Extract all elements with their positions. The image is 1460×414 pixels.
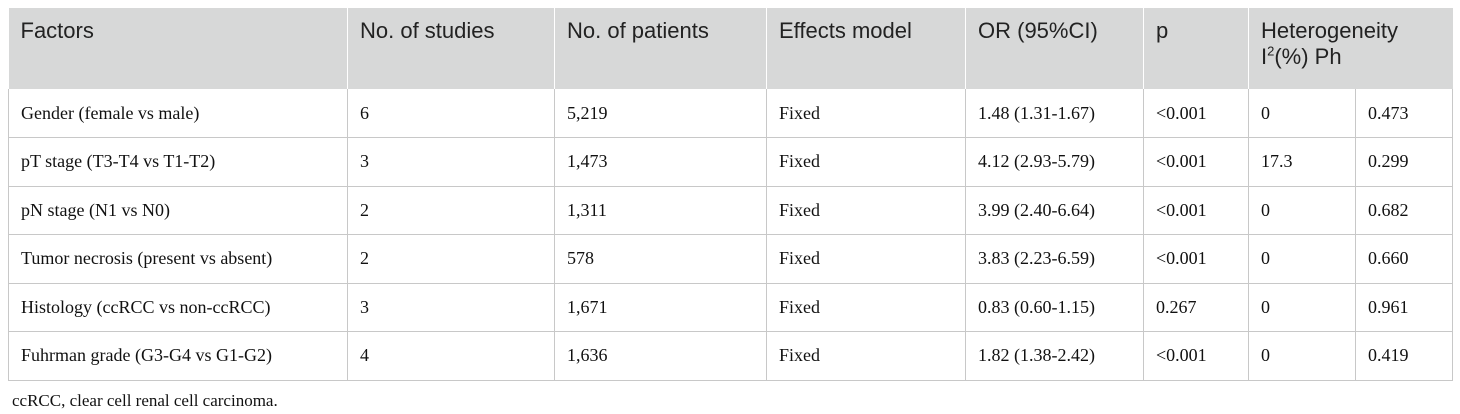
cell-effects-model: Fixed (766, 234, 966, 284)
cell-i2: 0 (1248, 234, 1356, 284)
i2-suffix: (%) Ph (1274, 44, 1342, 69)
cell-i2: 0 (1248, 331, 1356, 381)
cell-patients: 1,671 (554, 283, 767, 332)
cell-ph: 0.299 (1354, 137, 1454, 187)
cell-factor: Histology (ccRCC vs non-ccRCC) (8, 283, 348, 332)
cell-factor: Fuhrman grade (G3-G4 vs G1-G2) (8, 331, 348, 381)
cell-i2: 0 (1248, 283, 1356, 332)
table-row: Tumor necrosis (present vs absent) 2 578 Fi… (8, 234, 1454, 284)
table-row: Fuhrman grade (G3-G4 vs G1-G2) 4 1,636 Fixe… (8, 331, 1454, 381)
cell-ph: 0.682 (1354, 186, 1454, 235)
i2-prefix: I (1261, 44, 1268, 69)
cell-effects-model: Fixed (766, 137, 966, 187)
cell-or-ci: 1.82 (1.38-2.42) (965, 331, 1144, 381)
header-heterogeneity: Heterogeneity I2(%) Ph (1247, 8, 1453, 89)
header-patients: No. of patients (554, 8, 767, 89)
cell-or-ci: 1.48 (1.31-1.67) (965, 89, 1144, 138)
cell-or-ci: 3.99 (2.40-6.64) (965, 186, 1144, 235)
table-row: pT stage (T3-T4 vs T1-T2) 3 1,473 Fixed 4.12… (8, 137, 1454, 187)
cell-or-ci: 3.83 (2.23-6.59) (965, 234, 1144, 284)
heterogeneity-subheader: I2(%) Ph (1261, 44, 1441, 70)
cell-studies: 3 (347, 137, 555, 187)
cell-patients: 1,473 (554, 137, 767, 187)
cell-patients: 578 (554, 234, 767, 284)
cell-p-value: 0.267 (1143, 283, 1249, 332)
table-container: Factors No. of studies No. of patients E… (8, 8, 1454, 411)
cell-i2: 0 (1248, 186, 1356, 235)
cell-or-ci: 0.83 (0.60-1.15) (965, 283, 1144, 332)
table-row: Histology (ccRCC vs non-ccRCC) 3 1,671 Fixe… (8, 283, 1454, 332)
header-p: p (1143, 8, 1249, 89)
cell-studies: 2 (347, 186, 555, 235)
meta-analysis-table: Factors No. of studies No. of patients E… (8, 8, 1454, 381)
table-body: Gender (female vs male) 6 5,219 Fixed 1.48 (… (8, 89, 1454, 381)
header-studies: No. of studies (347, 8, 555, 89)
cell-studies: 4 (347, 331, 555, 381)
cell-patients: 5,219 (554, 89, 767, 138)
header-effects-model: Effects model (766, 8, 966, 89)
cell-ph: 0.961 (1354, 283, 1454, 332)
cell-ph: 0.419 (1354, 331, 1454, 381)
cell-factor: Gender (female vs male) (8, 89, 348, 138)
cell-studies: 3 (347, 283, 555, 332)
header-factors: Factors (20, 18, 94, 43)
header-row: Factors No. of studies No. of patients E… (8, 8, 1453, 89)
table-row: pN stage (N1 vs N0) 2 1,311 Fixed 3.99 (2.40… (8, 186, 1454, 235)
heterogeneity-title: Heterogeneity (1261, 18, 1398, 43)
cell-effects-model: Fixed (766, 283, 966, 332)
cell-studies: 2 (347, 234, 555, 284)
i2-superscript: 2 (1267, 43, 1275, 59)
cell-p-value: <0.001 (1143, 331, 1249, 381)
cell-p-value: <0.001 (1143, 186, 1249, 235)
cell-factor: pT stage (T3-T4 vs T1-T2) (8, 137, 348, 187)
cell-ph: 0.473 (1354, 89, 1454, 138)
cell-patients: 1,311 (554, 186, 767, 235)
cell-effects-model: Fixed (766, 331, 966, 381)
cell-factor: pN stage (N1 vs N0) (8, 186, 348, 235)
table-footnote: ccRCC, clear cell renal cell carcinoma. (12, 390, 278, 410)
cell-ph: 0.660 (1354, 234, 1454, 284)
header-or: OR (95%CI) (965, 8, 1144, 89)
cell-effects-model: Fixed (766, 186, 966, 235)
cell-i2: 0 (1248, 89, 1356, 138)
table-row: Gender (female vs male) 6 5,219 Fixed 1.48 (… (8, 89, 1454, 138)
cell-effects-model: Fixed (766, 89, 966, 138)
cell-patients: 1,636 (554, 331, 767, 381)
cell-or-ci: 4.12 (2.93-5.79) (965, 137, 1144, 187)
cell-studies: 6 (347, 89, 555, 138)
cell-i2: 17.3 (1248, 137, 1356, 187)
cell-p-value: <0.001 (1143, 234, 1249, 284)
cell-factor: Tumor necrosis (present vs absent) (8, 234, 348, 284)
cell-p-value: <0.001 (1143, 137, 1249, 187)
cell-p-value: <0.001 (1143, 89, 1249, 138)
